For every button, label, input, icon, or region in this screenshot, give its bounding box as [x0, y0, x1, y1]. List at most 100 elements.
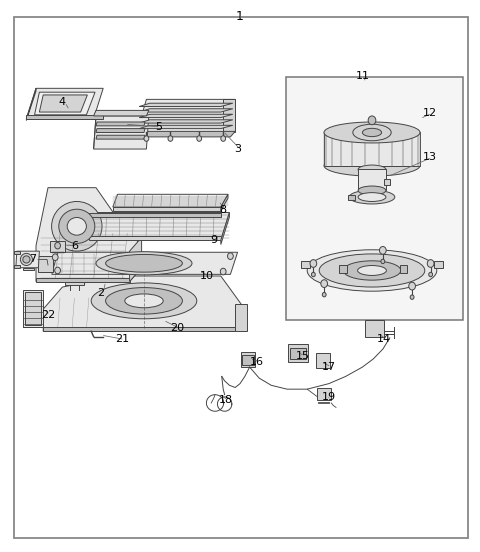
Circle shape	[52, 254, 58, 261]
Bar	[365, 320, 384, 337]
Polygon shape	[96, 122, 145, 126]
Text: 1: 1	[236, 10, 244, 23]
Circle shape	[144, 136, 149, 141]
Ellipse shape	[349, 190, 395, 204]
Polygon shape	[39, 95, 87, 112]
Circle shape	[310, 259, 317, 267]
Circle shape	[197, 136, 202, 141]
Text: 17: 17	[322, 362, 336, 372]
Text: 16: 16	[250, 357, 264, 367]
Ellipse shape	[20, 253, 32, 266]
Text: 15: 15	[295, 351, 310, 361]
Polygon shape	[139, 131, 235, 137]
Ellipse shape	[125, 294, 163, 308]
Bar	[400, 265, 407, 273]
Polygon shape	[137, 99, 235, 132]
Polygon shape	[89, 236, 221, 240]
Polygon shape	[36, 278, 130, 282]
Bar	[23, 290, 43, 327]
Ellipse shape	[358, 165, 386, 174]
Ellipse shape	[96, 252, 192, 275]
Polygon shape	[221, 213, 229, 245]
Ellipse shape	[343, 261, 401, 280]
Polygon shape	[16, 251, 39, 268]
Polygon shape	[139, 103, 233, 107]
Bar	[50, 241, 65, 252]
Bar	[25, 292, 41, 325]
Polygon shape	[52, 252, 238, 274]
Polygon shape	[43, 327, 235, 331]
Ellipse shape	[353, 124, 391, 141]
Ellipse shape	[362, 129, 382, 137]
Circle shape	[322, 293, 326, 297]
Polygon shape	[221, 194, 228, 211]
Bar	[288, 344, 308, 362]
Text: 19: 19	[322, 392, 336, 402]
Text: 22: 22	[41, 310, 55, 320]
Circle shape	[381, 259, 385, 264]
Text: 20: 20	[170, 323, 185, 333]
Circle shape	[55, 242, 60, 249]
Polygon shape	[23, 268, 34, 270]
Polygon shape	[43, 276, 245, 331]
Polygon shape	[94, 110, 149, 116]
Polygon shape	[324, 132, 420, 166]
Polygon shape	[434, 261, 443, 268]
Polygon shape	[130, 237, 142, 282]
Polygon shape	[223, 99, 235, 132]
Ellipse shape	[59, 209, 95, 243]
Circle shape	[168, 136, 173, 141]
Circle shape	[368, 116, 376, 125]
Ellipse shape	[319, 254, 425, 287]
Polygon shape	[26, 88, 103, 119]
Polygon shape	[139, 120, 233, 123]
Text: 9: 9	[210, 235, 217, 245]
Text: 8: 8	[220, 205, 227, 215]
Bar	[286, 77, 463, 320]
Polygon shape	[38, 256, 53, 272]
Circle shape	[321, 280, 327, 288]
Polygon shape	[14, 265, 20, 268]
Text: 21: 21	[115, 335, 130, 344]
Ellipse shape	[307, 250, 437, 291]
Circle shape	[409, 282, 416, 290]
Ellipse shape	[324, 122, 420, 143]
Text: 18: 18	[218, 395, 233, 405]
Bar	[290, 348, 306, 359]
Polygon shape	[65, 282, 84, 285]
Text: 5: 5	[155, 122, 162, 132]
Polygon shape	[301, 261, 310, 268]
Text: 3: 3	[234, 144, 241, 154]
Polygon shape	[139, 109, 233, 112]
Bar	[317, 388, 331, 400]
Text: 6: 6	[71, 241, 78, 251]
Text: 10: 10	[199, 271, 214, 281]
Bar	[339, 265, 347, 273]
Ellipse shape	[358, 186, 386, 195]
Text: 12: 12	[422, 108, 437, 118]
Polygon shape	[89, 213, 229, 240]
Ellipse shape	[358, 193, 386, 201]
Circle shape	[220, 268, 226, 275]
Text: 13: 13	[422, 152, 437, 162]
Circle shape	[221, 136, 226, 141]
Ellipse shape	[23, 256, 30, 263]
Circle shape	[55, 267, 60, 274]
Ellipse shape	[358, 266, 386, 275]
Polygon shape	[348, 195, 355, 200]
Circle shape	[312, 272, 315, 277]
Ellipse shape	[324, 155, 420, 176]
Circle shape	[427, 259, 434, 267]
Polygon shape	[113, 207, 221, 211]
Ellipse shape	[67, 217, 86, 235]
Circle shape	[429, 272, 432, 277]
Ellipse shape	[106, 254, 182, 272]
Circle shape	[380, 247, 386, 254]
Bar	[316, 353, 330, 368]
Polygon shape	[96, 129, 145, 132]
Text: 2: 2	[97, 288, 104, 298]
Polygon shape	[26, 88, 36, 120]
Text: 7: 7	[29, 254, 36, 264]
Text: 14: 14	[377, 335, 391, 344]
Polygon shape	[139, 125, 233, 129]
